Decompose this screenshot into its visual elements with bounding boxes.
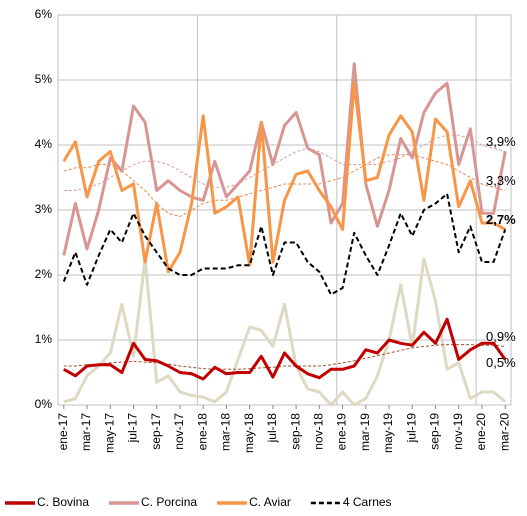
annotation: 0,5% [486, 355, 516, 370]
y-tick-label: 3% [35, 202, 53, 216]
x-tick-label: sep-19 [428, 413, 442, 450]
plot-frame [57, 14, 512, 406]
y-tick-label: 5% [35, 72, 53, 86]
series-line [63, 134, 506, 191]
x-tick-label: sep-18 [288, 413, 302, 450]
x-tick-label: nov-17 [172, 413, 186, 450]
x-tick-label: nov-19 [451, 413, 465, 450]
annotation: 2,7% [486, 212, 516, 227]
legend-label: C. Bovina [37, 495, 89, 509]
series-line [62, 62, 507, 256]
series-line [63, 317, 507, 381]
x-tick-label: mar-19 [358, 413, 372, 451]
y-tick-label: 2% [35, 267, 53, 281]
series-line [63, 344, 506, 370]
x-tick-label: jul-19 [404, 413, 418, 444]
series-line [62, 81, 506, 274]
x-tick-label: mar-17 [79, 413, 93, 451]
legend-label: C. Aviar [249, 495, 291, 509]
y-tick-label: 4% [35, 137, 53, 151]
x-tick-label: sep-17 [149, 413, 163, 450]
annotation: 3,3% [486, 173, 516, 188]
x-tick-label: ene-19 [335, 413, 349, 451]
y-tick-label: 0% [35, 397, 53, 411]
annotation: 0,9% [486, 329, 516, 344]
x-tick-label: jul-17 [126, 413, 140, 444]
series-line [63, 154, 506, 217]
x-tick-label: may-18 [242, 413, 256, 453]
x-tick-label: jul-18 [265, 413, 279, 444]
x-tick-label: ene-17 [56, 413, 70, 451]
x-tick-label: may-17 [102, 413, 116, 453]
x-tick-label: may-19 [381, 413, 395, 453]
series-line [63, 257, 507, 407]
series-line [62, 192, 507, 296]
legend-label: 4 Carnes [343, 495, 392, 509]
x-tick-label: ene-18 [195, 413, 209, 451]
x-tick-label: mar-18 [219, 413, 233, 451]
legend-label: C. Porcina [141, 495, 197, 509]
x-tick-label: ene-20 [474, 413, 488, 451]
x-tick-label: nov-18 [312, 413, 326, 450]
y-tick-label: 1% [35, 332, 53, 346]
annotation: 3,9% [486, 134, 516, 149]
x-tick-label: mar-20 [497, 413, 511, 451]
y-tick-label: 6% [35, 7, 53, 21]
